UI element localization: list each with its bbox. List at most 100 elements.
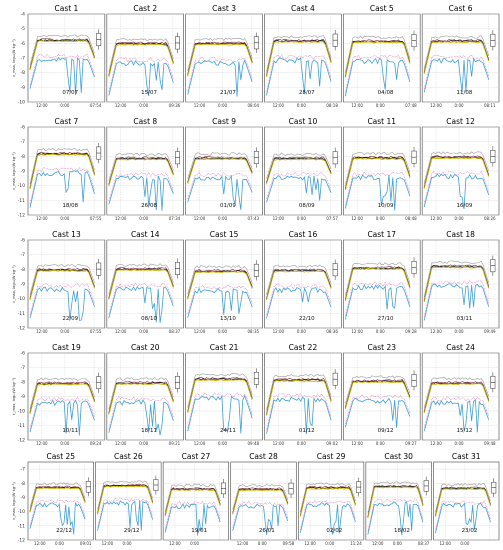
- series-dark-red: [266, 39, 332, 76]
- panel: Cast 12 16/09 12:00 0:00 08:26: [421, 117, 500, 221]
- x-tick-end-time: 07:43: [248, 216, 260, 221]
- series-black: [29, 268, 95, 299]
- series-dark-red: [266, 268, 332, 299]
- x-tick-label: 12:00: [194, 441, 206, 446]
- series-blue: [108, 286, 174, 323]
- series-dark-red: [29, 381, 95, 413]
- series-gray: [345, 375, 411, 404]
- panel: Cast 7 18/08 12:00 0:00 07:55: [27, 117, 106, 221]
- series-blue: [344, 397, 411, 428]
- x-tick-label: 12:00: [273, 441, 285, 446]
- y-axis-label: ε_max, log₁₀(W·kg⁻¹): [12, 377, 16, 415]
- x-tick-end-time: 09:49: [484, 329, 496, 334]
- series-yellow: [434, 488, 491, 517]
- series-blue: [164, 503, 221, 536]
- panel-title: Cast 13: [52, 230, 81, 239]
- y-tick-label: -7: [21, 252, 26, 258]
- series-blue: [108, 175, 174, 211]
- x-tick-label: 12:00: [351, 216, 363, 221]
- series-gray: [97, 480, 153, 510]
- series-yellow: [29, 269, 95, 300]
- series-yellow: [266, 270, 332, 301]
- x-tick-label: 0:00: [139, 441, 148, 446]
- x-tick-label: 0:00: [218, 329, 227, 334]
- series-gray: [266, 264, 332, 295]
- x-tick-label: 12:00: [372, 541, 384, 546]
- series-yellow: [344, 158, 411, 191]
- y-tick-label: -6: [21, 41, 26, 47]
- series-gray: [29, 34, 95, 65]
- series-gray: [423, 377, 489, 408]
- panel-title: Cast 2: [133, 4, 157, 13]
- series-pink-dotted: [367, 498, 424, 532]
- panel: Cast 22 01/12 12:00 0:00 09:02: [264, 343, 342, 446]
- x-tick-end-time: 08:11: [484, 103, 496, 108]
- series-black: [423, 265, 490, 302]
- x-tick-label: 0:00: [218, 441, 227, 446]
- panel-date: 02/02: [326, 528, 342, 534]
- panel: Cast 16 22/10 12:00 0:00 08:36: [264, 230, 342, 334]
- panel-date: 18/02: [394, 528, 410, 534]
- y-tick-label: -11: [18, 311, 25, 317]
- x-tick-label: 12:00: [115, 441, 127, 446]
- x-tick-label: 0:00: [455, 216, 464, 221]
- series-pink-dotted: [266, 171, 332, 199]
- x-tick-label: 0:00: [139, 216, 148, 221]
- series-black: [108, 157, 174, 186]
- series-yellow: [367, 486, 424, 519]
- series-dark-red: [164, 487, 221, 515]
- series-yellow: [266, 379, 332, 416]
- series-gray: [266, 35, 332, 72]
- series-pink-dotted: [187, 284, 253, 315]
- series-blue: [344, 284, 411, 320]
- x-tick-end-time: 07:54: [90, 103, 102, 108]
- x-tick-label: 0:00: [376, 103, 385, 108]
- series-dark-red: [345, 379, 411, 408]
- panel: Cast 30 18/02 12:00 0:00 08:37: [365, 452, 432, 546]
- panel-title: Cast 16: [289, 230, 318, 239]
- series-dark-red: [345, 266, 411, 300]
- x-tick-label: 0:00: [376, 441, 385, 446]
- panel-title: Cast 17: [367, 230, 396, 239]
- panel: Cast 9 01/09 12:00 0:00 07:43: [185, 117, 263, 221]
- x-tick-label: 12:00: [34, 541, 46, 546]
- panel: Cast 18 03/11 12:00 0:00 09:49: [421, 230, 500, 334]
- series-blue: [266, 57, 332, 96]
- series-dark-red: [423, 155, 489, 187]
- panel-title: Cast 28: [249, 452, 278, 461]
- series-yellow: [108, 383, 174, 415]
- series-yellow: [299, 487, 356, 517]
- series-gray: [367, 481, 424, 514]
- series-yellow: [423, 41, 490, 74]
- panel-date: 29/12: [124, 528, 140, 534]
- panel: Cast 11 10/09 12:00 0:00 08:48: [343, 117, 421, 221]
- panel-title: Cast 26: [114, 452, 143, 461]
- y-tick-label: -9: [21, 169, 26, 175]
- series-dark-red: [299, 486, 356, 516]
- series-blue: [29, 286, 95, 321]
- series-pink-dotted: [29, 53, 95, 86]
- panel: Cast 14 08/10 12:00 0:00 08:37: [106, 230, 184, 334]
- series-gray: [164, 483, 221, 512]
- x-tick-label: 0:00: [455, 329, 464, 334]
- series-black: [187, 42, 253, 76]
- series-blue: [266, 396, 332, 435]
- panel-title: Cast 10: [289, 117, 318, 126]
- y-tick-label: -8: [21, 481, 26, 487]
- panel-date: 15/07: [141, 90, 157, 96]
- series-dark-red: [266, 377, 332, 414]
- x-tick-label: 0:00: [460, 541, 469, 546]
- series-black: [266, 379, 332, 415]
- series-black: [29, 486, 86, 512]
- series-yellow: [187, 271, 253, 300]
- series-blue: [266, 287, 332, 319]
- panel-date: 23/02: [462, 528, 478, 534]
- x-tick-end-time: 08:48: [405, 216, 417, 221]
- x-tick-label: 0:00: [55, 541, 64, 546]
- panel-title: Cast 9: [212, 117, 236, 126]
- x-tick-label: 0:00: [297, 216, 306, 221]
- panel-title: Cast 14: [131, 230, 160, 239]
- series-dark-red: [29, 485, 86, 511]
- y-tick-label: -7: [21, 56, 26, 62]
- y-tick-label: -10: [18, 409, 25, 415]
